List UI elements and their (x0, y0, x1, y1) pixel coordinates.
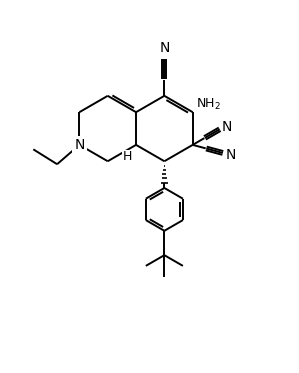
Text: N: N (222, 120, 232, 134)
Text: N: N (159, 41, 170, 55)
Text: N: N (74, 138, 85, 152)
Text: N: N (225, 148, 236, 162)
Text: NH$_2$: NH$_2$ (196, 97, 221, 112)
Text: H: H (123, 150, 132, 163)
